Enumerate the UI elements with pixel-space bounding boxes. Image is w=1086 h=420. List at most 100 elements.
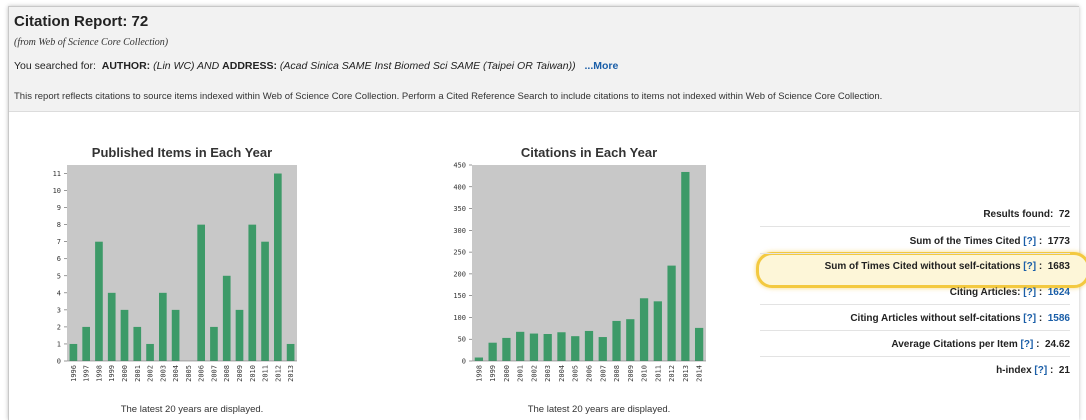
y-tick-label: 50 bbox=[458, 336, 466, 344]
bar bbox=[667, 265, 676, 361]
chart-footer: The latest 20 years are displayed. bbox=[121, 404, 264, 415]
help-link[interactable]: [?] bbox=[1034, 365, 1048, 376]
citations-chart: Citations in Each Year 0 50 100 150 200 250 300… bbox=[453, 145, 706, 415]
help-link[interactable]: [?] bbox=[1023, 261, 1037, 272]
stat-label: Citing Articles without self-citations bbox=[850, 313, 1021, 324]
address-label: ADDRESS: bbox=[222, 60, 277, 72]
help-link[interactable]: [?] bbox=[1023, 313, 1037, 324]
x-tick-label: 2005 bbox=[572, 365, 580, 382]
bar bbox=[159, 292, 167, 361]
stat-value: 1683 bbox=[1047, 261, 1070, 272]
x-tick-label: 1999 bbox=[489, 365, 497, 382]
y-tick-label: 300 bbox=[453, 227, 466, 235]
x-tick-label: 2011 bbox=[262, 365, 270, 382]
y-tick-label: 200 bbox=[453, 270, 466, 278]
bar bbox=[598, 337, 607, 361]
x-tick-label: 2010 bbox=[641, 365, 649, 382]
bar bbox=[95, 241, 103, 361]
x-tick-label: 2014 bbox=[696, 365, 704, 382]
y-tick-label: 0 bbox=[57, 358, 61, 366]
x-tick-label: 1999 bbox=[108, 365, 116, 382]
x-tick-label: 2001 bbox=[517, 365, 525, 382]
stat-value: 72 bbox=[1058, 209, 1070, 220]
bar bbox=[197, 224, 205, 361]
x-tick-label: 2013 bbox=[682, 365, 690, 382]
search-query: You searched for: AUTHOR: (Lin WC) AND A… bbox=[14, 60, 618, 72]
bar bbox=[171, 309, 180, 361]
bar bbox=[681, 171, 690, 361]
y-tick-label: 0 bbox=[462, 358, 466, 366]
x-tick-label: 1997 bbox=[83, 365, 91, 382]
x-tick-label: 2000 bbox=[121, 365, 129, 382]
y-tick-label: 400 bbox=[453, 183, 466, 191]
citing-without-self-link[interactable]: 1586 bbox=[1047, 313, 1070, 324]
bar bbox=[69, 343, 78, 361]
x-tick-label: 2003 bbox=[159, 365, 167, 382]
y-tick-label: 450 bbox=[453, 162, 466, 170]
y-tick-label: 250 bbox=[453, 249, 466, 257]
bar bbox=[261, 241, 269, 361]
x-tick-label: 2004 bbox=[172, 365, 180, 382]
bar bbox=[235, 309, 244, 361]
y-tick-label: 5 bbox=[57, 272, 61, 280]
stat-citing-articles: Citing Articles: [?] : 1624 bbox=[949, 287, 1070, 298]
bar bbox=[286, 343, 295, 361]
x-tick-label: 2007 bbox=[210, 365, 218, 382]
y-tick-label: 10 bbox=[53, 187, 61, 195]
y-tick-label: 11 bbox=[53, 170, 61, 178]
stat-label: Citing Articles: bbox=[949, 287, 1021, 298]
x-tick-label: 2004 bbox=[558, 365, 566, 382]
x-tick-label: 2013 bbox=[287, 365, 295, 382]
bar bbox=[626, 319, 635, 361]
bar bbox=[120, 309, 129, 361]
bar bbox=[639, 298, 649, 361]
chart-title: Published Items in Each Year bbox=[92, 145, 272, 160]
y-tick-label: 3 bbox=[57, 306, 61, 314]
y-tick-label: 7 bbox=[57, 238, 61, 246]
y-tick-label: 350 bbox=[453, 205, 466, 213]
plot-area bbox=[472, 165, 706, 361]
x-tick-label: 2012 bbox=[274, 365, 282, 382]
y-tick-label: 4 bbox=[57, 289, 61, 297]
stat-value: 1773 bbox=[1047, 236, 1070, 247]
stat-label: Sum of the Times Cited bbox=[909, 236, 1021, 247]
x-tick-label: 2008 bbox=[613, 365, 621, 382]
x-tick-label: 2002 bbox=[147, 365, 155, 382]
y-tick-label: 1 bbox=[57, 340, 61, 348]
help-link[interactable]: [?] bbox=[1020, 339, 1034, 350]
published-items-chart: Published Items in Each Year 0 1 2 3 4 5 6 7 8 9 10… bbox=[53, 145, 297, 415]
help-link[interactable]: [?] bbox=[1023, 287, 1037, 298]
bar bbox=[502, 337, 511, 361]
citing-articles-link[interactable]: 1624 bbox=[1047, 287, 1070, 298]
report-header: Citation Report: 72 (from Web of Science… bbox=[9, 7, 1079, 112]
bar bbox=[516, 331, 525, 361]
bar bbox=[694, 327, 704, 361]
bar bbox=[584, 330, 594, 361]
stat-sum-without-self: Sum of Times Cited without self-citation… bbox=[824, 261, 1070, 272]
report-note: This report reflects citations to source… bbox=[14, 91, 883, 102]
stat-average-citations: Average Citations per Item [?] : 24.62 bbox=[891, 339, 1070, 350]
bar bbox=[133, 326, 142, 361]
x-tick-label: 2000 bbox=[503, 365, 511, 382]
bar bbox=[529, 333, 539, 361]
divider bbox=[760, 304, 1070, 305]
address-value: (Acad Sinica SAME Inst Biomed Sci SAME (… bbox=[279, 60, 576, 72]
x-tick-label: 1998 bbox=[95, 365, 103, 382]
bar bbox=[488, 342, 497, 361]
x-tick-label: 2001 bbox=[134, 365, 142, 382]
bar bbox=[612, 320, 621, 361]
stat-label: Results found: bbox=[983, 209, 1054, 220]
x-tick-label: 1996 bbox=[70, 365, 78, 382]
y-tick-label: 9 bbox=[57, 204, 61, 212]
stat-value: 24.62 bbox=[1044, 339, 1070, 350]
x-tick-label: 2006 bbox=[198, 365, 206, 382]
x-tick-label: 1998 bbox=[475, 365, 483, 382]
bar bbox=[557, 332, 566, 361]
x-tick-label: 2009 bbox=[627, 365, 635, 382]
bar bbox=[571, 336, 580, 361]
help-link[interactable]: [?] bbox=[1023, 236, 1037, 247]
x-tick-label: 2008 bbox=[223, 365, 231, 382]
more-link[interactable]: ...More bbox=[584, 60, 619, 72]
page-subtitle: (from Web of Science Core Collection) bbox=[14, 37, 169, 48]
author-label: AUTHOR: bbox=[101, 60, 151, 72]
